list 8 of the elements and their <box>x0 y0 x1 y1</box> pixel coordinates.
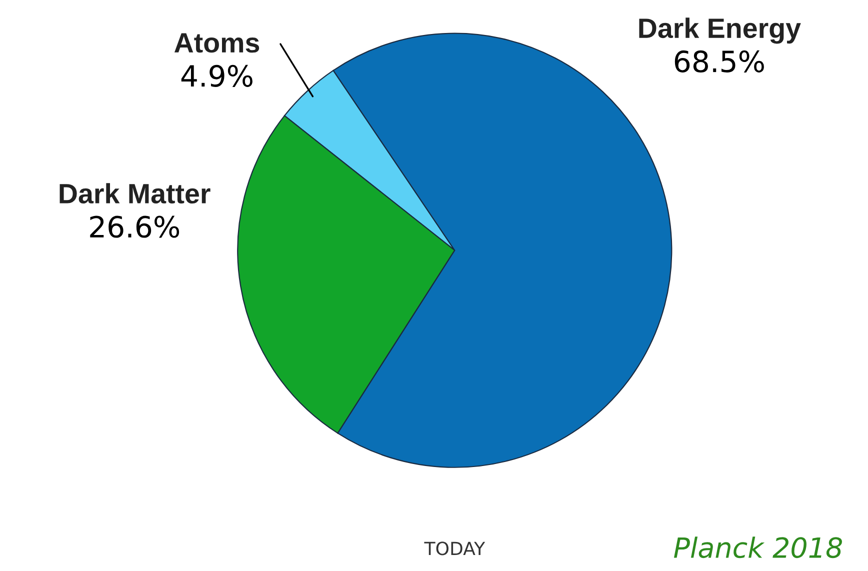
text: TODAY <box>424 542 486 556</box>
slice-label: Dark Matter <box>60 183 210 204</box>
data-label: 4.9% <box>181 64 252 87</box>
data-label: 26.6% <box>90 216 180 238</box>
text: Planck 2018 <box>674 536 842 558</box>
data-label: 68.5% <box>674 50 764 72</box>
slice-label: Dark Energy <box>639 18 801 44</box>
slice-label: Atoms <box>174 33 260 53</box>
